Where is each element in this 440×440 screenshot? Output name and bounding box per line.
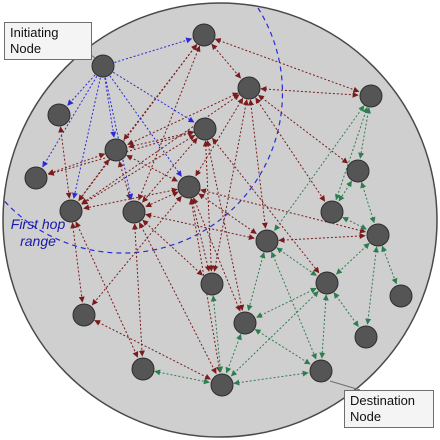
return-edge-W-X <box>233 370 309 386</box>
network-node-icon-W <box>210 373 234 397</box>
network-node-icon-S <box>72 303 96 327</box>
blue-edge-A-K <box>72 77 101 199</box>
destination-node-icon <box>309 359 333 383</box>
network-node-icon-H <box>24 166 48 190</box>
network-node-icon-F <box>193 117 217 141</box>
flood-edge-G-H <box>47 152 106 175</box>
network-node-icon-B <box>192 23 216 47</box>
network-node-icon-O <box>366 223 390 247</box>
network-node-icon-R <box>389 284 413 308</box>
network-node-icon-V <box>131 357 155 381</box>
first-hop-range-label: First hop range <box>10 216 66 249</box>
blue-edge-A-L <box>105 77 134 200</box>
network-node-icon-P <box>200 272 224 296</box>
blue-edge-A-E <box>67 74 96 106</box>
destination-leader-line <box>329 380 361 391</box>
initiating-node-icon <box>91 54 115 78</box>
return-edge-D-N <box>274 105 365 231</box>
return-edge-Q-X <box>319 294 329 359</box>
return-edge-P-W <box>210 295 224 373</box>
network-node-icon-J <box>346 159 370 183</box>
destination-node-label: Destination Node <box>344 390 434 428</box>
network-node-icon-E <box>47 103 71 127</box>
flood-edge-B-D <box>214 38 360 93</box>
edges <box>42 37 398 386</box>
network-node-icon-D <box>359 84 383 108</box>
blue-edge-A-G <box>104 77 117 138</box>
network-node-icon-C <box>237 76 261 100</box>
return-edge-J-O <box>360 181 376 224</box>
flood-edge-K-V <box>75 221 139 358</box>
blue-edge-A-H <box>42 76 98 168</box>
network-node-icon-N <box>255 229 279 253</box>
initiating-node-label: Initiating Node <box>4 22 92 60</box>
return-edge-O-R <box>381 245 398 285</box>
network-node-icon-K <box>59 199 83 223</box>
flood-edge-S-W <box>94 319 211 380</box>
network-node-icon-Q <box>315 271 339 295</box>
flood-edge-G-I <box>126 154 178 182</box>
network-node-icon-I <box>177 175 201 199</box>
network-node-icon-T <box>233 311 257 335</box>
return-edge-Q-W <box>230 290 319 377</box>
network-node-icon-G <box>104 138 128 162</box>
network-node-icon-L <box>122 200 146 224</box>
network-node-icon-U <box>354 325 378 349</box>
network-node-icon-M <box>320 200 344 224</box>
return-edge-O-U <box>365 246 379 325</box>
flood-edge-G-K <box>78 159 110 202</box>
return-edge-V-W <box>154 369 210 385</box>
return-edge-O-Q <box>336 242 370 275</box>
blue-edge-A-B <box>114 37 193 63</box>
return-edge-Q-U <box>333 292 359 327</box>
blue-edge-A-I <box>109 75 182 177</box>
flood-edge-K-S <box>70 222 85 303</box>
nodes <box>24 23 413 397</box>
